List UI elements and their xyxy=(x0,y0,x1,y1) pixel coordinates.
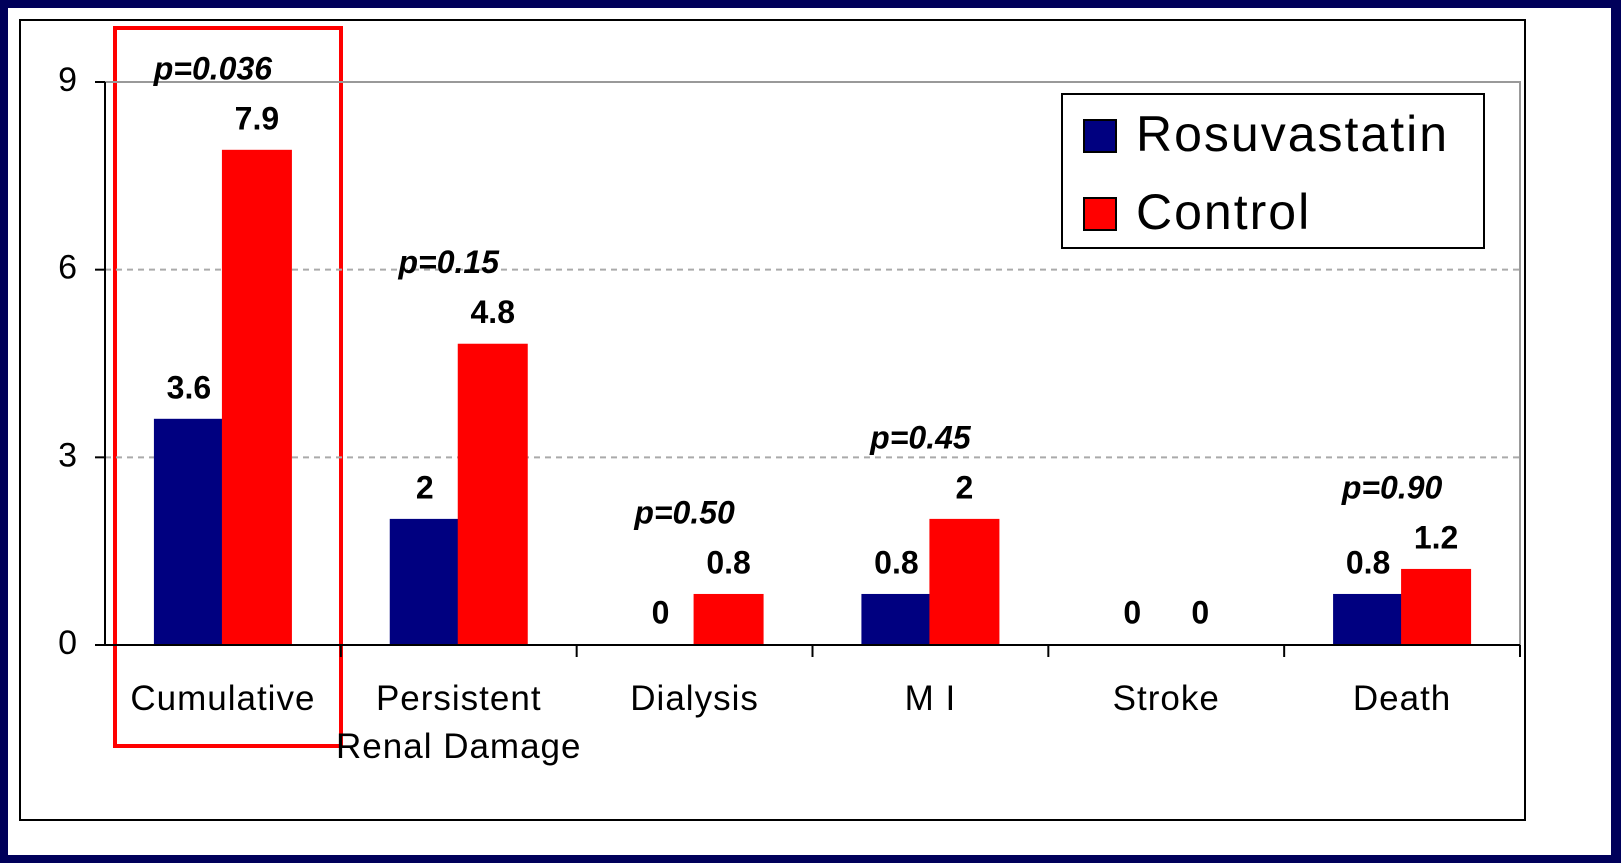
chart-frame xyxy=(19,19,1526,821)
bar xyxy=(389,518,460,647)
p-value: p=0.90 xyxy=(1341,469,1443,505)
legend-label: Rosuvastatin xyxy=(1136,106,1449,162)
bar xyxy=(693,593,764,647)
bar xyxy=(861,593,932,647)
value-label: 0.8 xyxy=(1346,544,1390,580)
bar xyxy=(153,418,224,646)
x-tick-label: Persistent Renal Damage xyxy=(336,679,582,766)
legend-label: Control xyxy=(1136,184,1311,240)
bar xyxy=(221,149,292,647)
value-label: 0 xyxy=(652,594,670,630)
legend-swatch xyxy=(1083,119,1117,153)
x-tick-label: Cumulative xyxy=(130,679,316,718)
highlight-box xyxy=(113,26,343,748)
y-tick-label: 6 xyxy=(58,249,77,287)
plot-border xyxy=(105,81,1521,645)
value-label: 1.2 xyxy=(1414,519,1458,555)
bar xyxy=(1401,568,1472,647)
value-label: 0.8 xyxy=(874,544,918,580)
y-tick-label: 9 xyxy=(58,61,77,99)
x-tick-label: Dialysis xyxy=(630,679,759,718)
bar xyxy=(929,518,1000,647)
p-value: p=0.45 xyxy=(869,419,972,455)
x-tick-label: Stroke xyxy=(1112,679,1220,718)
value-label: 4.8 xyxy=(471,294,515,330)
y-tick-label: 3 xyxy=(58,436,77,474)
value-label: 2 xyxy=(416,469,434,505)
bar xyxy=(1333,593,1404,647)
x-tick-label: Death xyxy=(1352,679,1452,718)
y-tick-label: 0 xyxy=(58,624,77,662)
value-label: 7.9 xyxy=(235,100,279,136)
p-value: p=0.036 xyxy=(153,50,273,86)
value-label: 2 xyxy=(956,469,974,505)
value-label: 0 xyxy=(1191,594,1209,630)
value-label: 0.8 xyxy=(706,544,750,580)
bar xyxy=(457,343,528,646)
legend-box xyxy=(1061,93,1485,249)
x-tick-label: M I xyxy=(904,679,957,718)
p-value: p=0.50 xyxy=(633,494,735,530)
legend-swatch xyxy=(1083,197,1117,231)
p-value: p=0.15 xyxy=(397,244,500,280)
value-label: 0 xyxy=(1123,594,1141,630)
value-label: 3.6 xyxy=(167,369,211,405)
